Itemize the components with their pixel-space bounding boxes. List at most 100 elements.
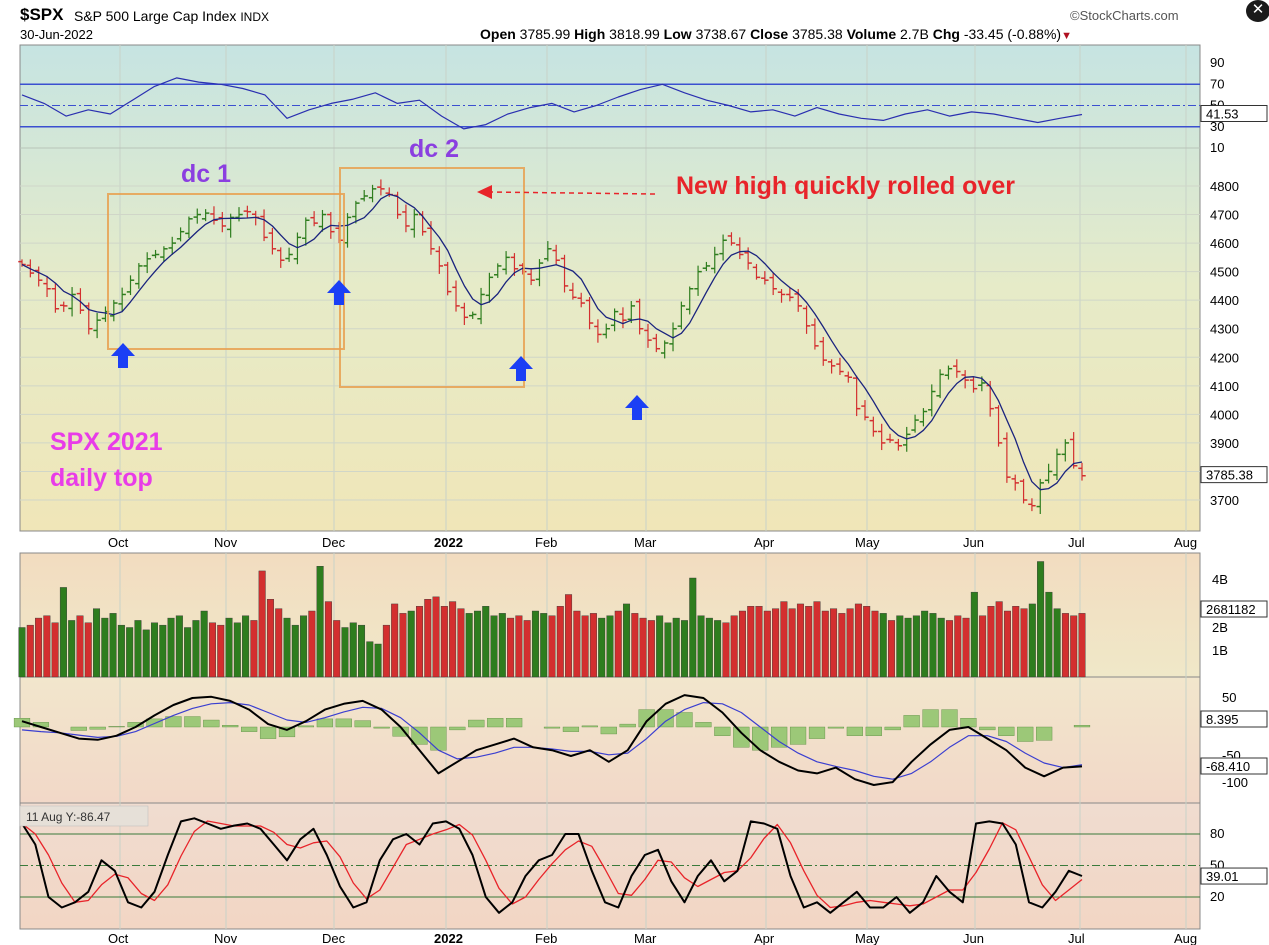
macd-histogram-bar bbox=[941, 709, 958, 728]
volume-bar bbox=[490, 615, 498, 678]
volume-bar bbox=[374, 643, 382, 678]
stochastic-tick-label: 20 bbox=[1210, 889, 1224, 904]
macd-histogram-bar bbox=[657, 709, 674, 728]
macd-histogram-bar bbox=[695, 722, 712, 728]
macd-histogram-bar bbox=[165, 716, 182, 728]
close-icon[interactable]: ✕ bbox=[1246, 0, 1269, 22]
up-arrow-icon bbox=[509, 356, 533, 381]
volume-bar bbox=[432, 596, 440, 678]
macd-histogram-bar bbox=[316, 718, 333, 728]
volume-bar bbox=[813, 601, 821, 678]
x-tick-label: Mar bbox=[634, 535, 657, 550]
volume-bar bbox=[382, 624, 390, 678]
macd-histogram-bar bbox=[1073, 725, 1091, 728]
volume-bar bbox=[59, 587, 67, 678]
volume-bar bbox=[921, 610, 929, 678]
price-moving-average bbox=[21, 193, 1083, 491]
volume-bar bbox=[258, 570, 266, 678]
volume-bar bbox=[291, 624, 299, 678]
volume-bar bbox=[946, 620, 953, 678]
volume-bar bbox=[523, 620, 531, 678]
volume-bar bbox=[796, 603, 804, 678]
volume-bar bbox=[838, 613, 846, 678]
x-tick-label: Jun bbox=[963, 931, 984, 945]
volume-bar bbox=[714, 620, 722, 678]
macd-histogram-bar bbox=[411, 726, 428, 745]
volume-bar bbox=[175, 615, 183, 678]
macd-histogram-bar bbox=[979, 726, 996, 731]
price-tick-label: 4500 bbox=[1210, 265, 1239, 280]
volume-bar bbox=[548, 615, 556, 678]
macd-histogram-bar bbox=[335, 718, 352, 728]
volume-bar bbox=[821, 610, 829, 678]
volume-bar bbox=[987, 606, 995, 678]
x-tick-label: Aug bbox=[1174, 931, 1197, 945]
price-tick-label: 3900 bbox=[1210, 436, 1239, 451]
macd-tick-label: 50 bbox=[1222, 690, 1236, 705]
dc2-box bbox=[339, 167, 525, 388]
macd-hist-last-value: 8.395 bbox=[1206, 712, 1239, 727]
volume-bar bbox=[407, 610, 415, 678]
macd-histogram-bar bbox=[865, 726, 882, 736]
x-tick-label: Oct bbox=[108, 931, 129, 945]
volume-bar bbox=[954, 615, 962, 678]
stochastic-panel: 11 Aug Y:-86.47 bbox=[19, 805, 1200, 914]
volume-bar bbox=[879, 613, 887, 678]
volume-bar bbox=[233, 622, 241, 678]
volume-bar bbox=[772, 608, 780, 678]
volume-bar bbox=[250, 620, 258, 678]
volume-bar bbox=[515, 615, 523, 678]
price-tick-label: 4800 bbox=[1210, 179, 1239, 194]
volume-bar bbox=[556, 606, 564, 678]
volume-bar bbox=[664, 622, 672, 678]
x-tick-label: Dec bbox=[322, 535, 346, 550]
volume-bar bbox=[846, 608, 854, 678]
macd-histogram-bar bbox=[808, 726, 826, 739]
macd-histogram-bar bbox=[506, 718, 523, 728]
close-label: Close bbox=[750, 26, 789, 42]
volume-bar bbox=[167, 617, 175, 678]
high-value: 3818.99 bbox=[609, 26, 660, 42]
symbol: $SPX bbox=[20, 5, 64, 24]
x-tick-label: Dec bbox=[322, 931, 346, 945]
volume-bar bbox=[912, 615, 920, 678]
macd-histogram-bar bbox=[297, 725, 315, 728]
macd-histogram-bar bbox=[278, 726, 296, 738]
new-high-arrowhead-icon bbox=[477, 185, 492, 199]
volume-bar bbox=[358, 624, 366, 678]
index-full-name: S&P 500 Large Cap Index bbox=[74, 8, 237, 24]
dc1-box bbox=[107, 193, 345, 350]
axis-labels: 90 70 50 30 10 4800 4700 4600 4500 4400 4300 4200 41… bbox=[108, 55, 1268, 945]
volume-bar bbox=[631, 613, 639, 678]
price-tick-label: 4200 bbox=[1210, 350, 1239, 365]
macd-histogram-bar bbox=[373, 726, 390, 729]
macd-histogram-bar bbox=[771, 726, 788, 748]
volume-bar bbox=[623, 603, 631, 678]
x-tick-label: Apr bbox=[754, 535, 775, 550]
volume-bar bbox=[142, 629, 150, 678]
volume-bar bbox=[1012, 606, 1020, 678]
macd-histogram-bar bbox=[922, 709, 939, 728]
low-label: Low bbox=[663, 26, 692, 42]
volume-bar bbox=[937, 617, 945, 678]
macd-signal-line bbox=[21, 701, 1083, 780]
volume-bar bbox=[217, 624, 225, 678]
macd-histogram-bar bbox=[638, 709, 655, 728]
volume-bar bbox=[341, 627, 349, 678]
volume-bar bbox=[730, 615, 738, 678]
macd-histogram-bar bbox=[70, 726, 87, 731]
macd-histogram-bar bbox=[1036, 726, 1053, 741]
x-tick-label: Nov bbox=[214, 535, 238, 550]
macd-histogram-bar bbox=[789, 726, 807, 745]
x-tick-label: Jul bbox=[1068, 931, 1085, 945]
volume-bar bbox=[780, 601, 788, 678]
volume-bar bbox=[424, 599, 432, 678]
volume-tick-label: 2B bbox=[1212, 620, 1228, 635]
macd-line bbox=[21, 694, 1083, 786]
volume-bar bbox=[43, 615, 51, 678]
volume-bar bbox=[962, 617, 970, 678]
volume-bar bbox=[18, 627, 26, 678]
macd-histogram-bar bbox=[733, 726, 750, 748]
volume-bar bbox=[35, 617, 43, 678]
open-value: 3785.99 bbox=[519, 26, 571, 42]
